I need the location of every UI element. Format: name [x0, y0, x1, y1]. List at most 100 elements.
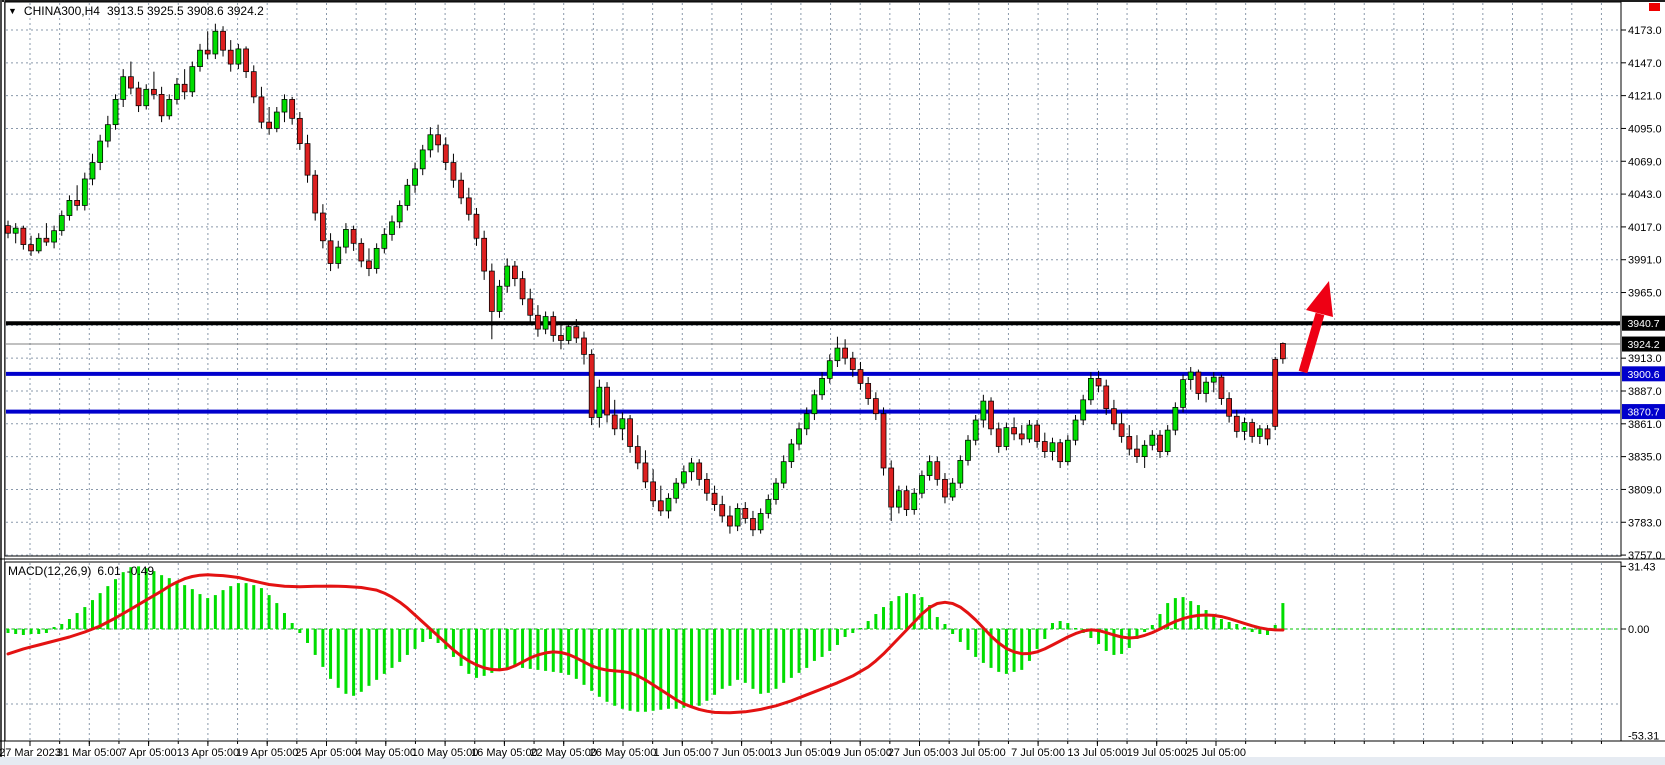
bull-candle	[143, 88, 150, 107]
macd-histogram-bar	[275, 603, 279, 629]
bear-candle	[204, 49, 211, 55]
bull-candle	[504, 265, 511, 287]
bull-candle	[949, 482, 956, 498]
bear-candle	[719, 504, 726, 517]
macd-histogram-bar	[828, 629, 832, 651]
macd-histogram-bar	[75, 613, 79, 629]
bull-candle	[734, 507, 741, 527]
bull-candle	[496, 285, 503, 312]
bear-candle	[657, 500, 664, 512]
bull-candle	[1180, 379, 1186, 408]
bear-candle	[1034, 424, 1040, 442]
macd-histogram-bar	[390, 629, 394, 668]
bull-candle	[811, 394, 818, 415]
macd-histogram-bar	[267, 595, 271, 629]
bull-candle	[97, 140, 104, 163]
macd-histogram-bar	[1196, 605, 1200, 629]
macd-histogram-bar	[958, 629, 962, 642]
bull-candle	[412, 168, 418, 186]
bull-candle	[803, 413, 810, 430]
up-arrow-annotation-shaft[interactable]	[1298, 312, 1325, 374]
macd-histogram-bar	[835, 629, 839, 645]
bear-candle	[888, 467, 895, 508]
time-tick-label: 25 Jul 05:00	[1186, 747, 1246, 759]
macd-histogram-bar	[544, 629, 548, 671]
macd-histogram-bar	[567, 629, 571, 675]
macd-histogram-bar	[805, 629, 809, 668]
price-tick-label: 3965.0	[1628, 288, 1662, 300]
time-tick-label: 4 May 05:00	[356, 747, 417, 759]
macd-histogram-bar	[590, 629, 594, 691]
bear-candle	[857, 369, 864, 384]
macd-histogram-bar	[705, 629, 709, 701]
main-pane-border	[4, 1, 1622, 557]
macd-histogram-bar	[1035, 629, 1039, 649]
bear-candle	[1103, 385, 1110, 410]
bear-candle	[20, 227, 27, 245]
time-tick-label: 7 Jun 05:00	[713, 747, 771, 759]
bear-candle	[220, 30, 226, 51]
macd-histogram-bar	[167, 578, 171, 629]
bear-candle	[350, 229, 357, 244]
bull-candle	[343, 229, 349, 248]
bear-candle	[627, 418, 633, 447]
macd-histogram-bar	[37, 629, 41, 634]
macd-histogram-bar	[1097, 629, 1101, 644]
macd-histogram-bar	[766, 629, 770, 693]
bull-candle	[419, 149, 426, 170]
bear-candle	[327, 240, 334, 264]
macd-histogram-bar	[1120, 629, 1124, 654]
bear-candle	[266, 121, 272, 129]
up-arrow-annotation-head[interactable]	[1306, 281, 1333, 317]
macd-histogram-bar	[605, 629, 609, 702]
macd-max-label: 31.43	[1628, 561, 1656, 573]
bear-candle	[988, 400, 994, 430]
bear-candle	[550, 316, 557, 336]
macd-histogram-bar	[858, 628, 862, 630]
macd-histogram-bar	[882, 607, 886, 629]
macd-histogram-bar	[1043, 629, 1047, 639]
price-tick-label: 4173.0	[1628, 25, 1662, 37]
price-tick-label: 3757.0	[1628, 550, 1662, 562]
bear-candle	[158, 93, 165, 117]
price-badge	[1622, 404, 1665, 420]
bull-candle	[688, 462, 695, 473]
bear-candle	[258, 96, 265, 123]
macd-histogram-bar	[236, 583, 240, 629]
bear-candle	[1126, 436, 1133, 450]
macd-histogram-bar	[851, 629, 855, 633]
macd-histogram-bar	[1089, 629, 1093, 638]
macd-histogram-bar	[498, 629, 502, 670]
macd-histogram-bar	[1004, 629, 1008, 674]
chart-title-bar: ▼ CHINA300,H4 3913.5 3925.5 3908.6 3924.…	[8, 4, 264, 18]
price-badge-label: 3940.7	[1627, 318, 1659, 330]
chevron-down-icon[interactable]: ▼	[8, 6, 17, 16]
bull-candle	[765, 499, 772, 514]
bull-candle	[1026, 424, 1033, 440]
macd-histogram-bar	[1258, 629, 1262, 634]
macd-histogram-bar	[306, 629, 310, 643]
bull-candle	[796, 428, 802, 445]
macd-histogram-bar	[259, 588, 263, 629]
macd-histogram-bar	[997, 629, 1001, 672]
bear-candle	[558, 335, 564, 341]
macd-histogram-bar	[889, 601, 893, 629]
macd-histogram-bar	[843, 629, 847, 637]
bull-candle	[273, 111, 280, 129]
macd-histogram-bar	[597, 629, 601, 697]
time-tick-label: 13 Apr 05:00	[177, 747, 239, 759]
price-badge	[1622, 366, 1665, 382]
macd-histogram-bar	[382, 629, 386, 674]
macd-histogram-bar	[1281, 603, 1285, 629]
bear-candle	[1095, 377, 1102, 387]
macd-histogram-bar	[352, 629, 356, 696]
macd-histogram-bar	[206, 598, 210, 629]
price-tick-label: 3783.0	[1628, 517, 1662, 529]
bull-candle	[780, 461, 787, 484]
bull-candle	[773, 482, 779, 500]
bull-candle	[381, 234, 388, 249]
bear-candle	[1280, 343, 1286, 360]
macd-histogram-bar	[1135, 629, 1139, 639]
